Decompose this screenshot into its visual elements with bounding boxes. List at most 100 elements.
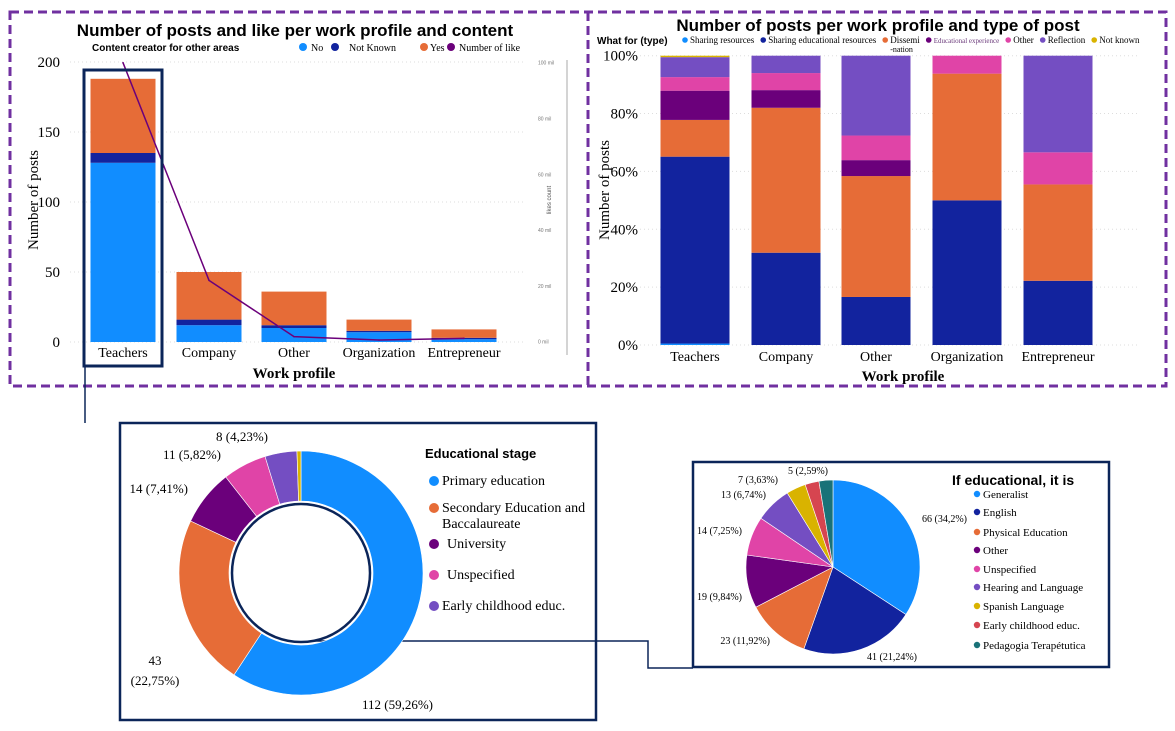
likes-point-entrepreneur <box>463 337 465 340</box>
y-tick-label: 200 <box>38 55 61 71</box>
slice-label: 5 (2,59%) <box>788 466 828 477</box>
bar-sharing-educational-resources-other <box>841 296 911 345</box>
likes-point-organization <box>378 339 380 341</box>
y-tick-label: 20% <box>611 280 639 296</box>
slice-label: 8 (4,23%) <box>216 429 268 444</box>
slice-physical-education <box>755 566 834 650</box>
y2-tick-label: 0 mil <box>538 340 549 346</box>
legend-dot-dissemi <box>882 37 889 43</box>
legend-dot-university <box>429 539 439 549</box>
y2-axis-label: likes count <box>547 185 553 214</box>
legend-label-yes: Yes <box>430 43 445 54</box>
teachers-highlight-box <box>82 68 164 368</box>
legend-label-sharing-resources: Sharing resources <box>690 35 755 45</box>
slice-label: (22,75%) <box>131 673 180 688</box>
x-tick-label: Teachers <box>98 346 148 361</box>
slice-label: 112 (59,26%) <box>362 697 433 712</box>
slice-label: 43 <box>149 653 162 668</box>
bar-dissemi-other <box>841 176 911 297</box>
legend-title: What for (type) <box>597 36 668 47</box>
bar-dissemi-entrepreneur <box>1023 184 1093 281</box>
legend-label-early-childhood-educ: Early childhood educ. <box>442 599 565 614</box>
chart-title: Number of posts per work profile and typ… <box>676 16 1080 35</box>
slice-label: 41 (21,24%) <box>867 652 917 663</box>
bar-reflection-company <box>751 55 821 74</box>
x-tick-label: Teachers <box>670 350 720 365</box>
y2-tick-label: 40 mil <box>538 228 551 234</box>
legend-dot-primary-education <box>429 476 439 486</box>
legend-dot-other <box>1005 37 1012 43</box>
bar-sharing-educational-resources-entrepreneur <box>1023 280 1093 345</box>
legend-label-other: Other <box>983 545 1008 557</box>
legend-label-reflection: Reflection <box>1048 35 1086 45</box>
educational-type-pie: If educational, it is 66 (34,2%) Generali… <box>697 466 1086 663</box>
legend-dot-reflection <box>1039 37 1046 43</box>
educational-stage-donut: Educational stage 112 (59,26%) Primary ed… <box>130 429 586 712</box>
legend-dot-sharing-resources <box>682 37 688 43</box>
x-tick-label: Organization <box>343 346 416 361</box>
legend-label-number-of-like: Number of like <box>459 43 521 54</box>
legend-label-early-childhood-educ: Early childhood educ. <box>983 620 1080 632</box>
legend-dot-unspecified <box>973 565 981 573</box>
legend-title: If educational, it is <box>952 472 1074 488</box>
legend-label-generalist: Generalist <box>983 489 1028 501</box>
legend-dot-spanish-language <box>973 602 981 610</box>
legend-label-unspecified: Unspecified <box>983 564 1037 576</box>
y2-tick-label: 20 mil <box>538 284 551 290</box>
bar-educational-experience-company <box>751 90 821 108</box>
pie-frame <box>691 460 1111 669</box>
y-tick-label: 100% <box>603 49 638 65</box>
bar-yes-organization <box>346 319 412 331</box>
y-tick-label: 150 <box>38 125 61 141</box>
legend-label-university: University <box>447 537 506 552</box>
legend-dot-sharing-educational-resources <box>760 37 767 43</box>
bar-other-other <box>841 135 911 161</box>
legend-dot-early-childhood-educ <box>429 601 439 611</box>
legend-dot-hearing-and-language <box>973 583 981 591</box>
likes-point-company <box>208 279 210 282</box>
x-tick-label: Organization <box>931 350 1004 365</box>
legend-label-secondary-education-and-baccalaureate: Secondary Education and <box>442 501 585 516</box>
legend-label-unspecified: Unspecified <box>447 568 515 583</box>
y-axis-label: Number of posts <box>26 150 42 250</box>
legend-label-english: English <box>983 507 1017 519</box>
slice-unlabeled <box>296 450 302 502</box>
legend-dot-secondary-education-and-baccalaureate <box>429 503 439 513</box>
slice-label: 7 (3,63%) <box>738 475 778 486</box>
bar-other-company <box>751 73 821 91</box>
slice-primary-education <box>233 450 424 696</box>
bar-yes-teachers <box>90 78 156 153</box>
legend-dot-not-known <box>331 43 339 51</box>
slice-label: 66 (34,2%) <box>922 514 967 525</box>
slice-label: 13 (6,74%) <box>721 490 766 501</box>
y-axis-label: Number of posts <box>597 140 613 240</box>
legend-label-not-known: Not known <box>1099 35 1140 45</box>
legend-dot-number-of-like <box>447 43 455 51</box>
legend-dot-unspecified <box>429 570 439 580</box>
bar-no-company <box>176 325 242 342</box>
legend-dot-english <box>973 508 981 516</box>
x-axis-label: Work profile <box>862 369 945 385</box>
legend-label-dissemi: Dissemi <box>890 35 920 45</box>
x-tick-label: Entrepreneur <box>1021 350 1094 365</box>
y2-tick-label: 100 mil <box>538 61 554 67</box>
legend-label-sharing-educational-resources: Sharing educational resources <box>768 35 876 45</box>
bar-dissemi-organization <box>932 73 1002 201</box>
donut-highlight-ring <box>230 502 372 644</box>
legend-label-educational-experience: Educational experience <box>934 37 1000 45</box>
y-tick-label: 0% <box>618 338 638 354</box>
slice-pedagogia-terap-tutica <box>818 479 834 568</box>
x-tick-label: Company <box>759 350 813 365</box>
bar-not-known-company <box>176 319 242 326</box>
bar-other-entrepreneur <box>1023 152 1093 185</box>
bar-not-known-other <box>261 325 327 328</box>
post-type-chart: Number of posts per work profile and typ… <box>597 16 1140 385</box>
donut-frame <box>118 421 598 722</box>
bar-reflection-other <box>841 55 911 136</box>
likes-point-teachers <box>122 61 124 64</box>
bar-dissemi-teachers <box>660 119 730 157</box>
likes-point-other <box>293 335 295 338</box>
y-tick-label: 80% <box>611 107 639 123</box>
